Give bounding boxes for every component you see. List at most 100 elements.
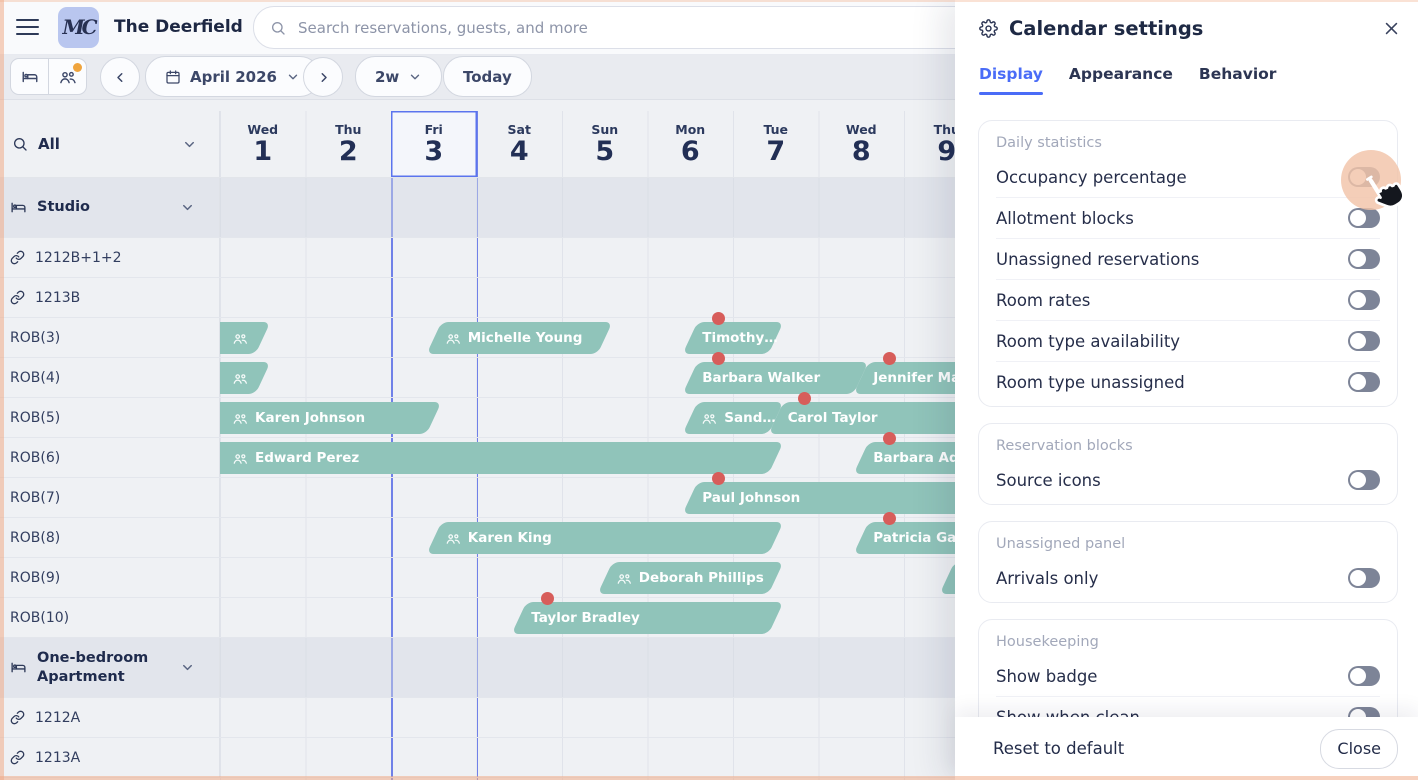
settings-section-heading: Daily statistics <box>996 135 1102 151</box>
reservation-bar[interactable]: Karen Johnson <box>220 402 442 434</box>
reservation-bar-content: Timothy… <box>682 322 784 354</box>
reservation-bar[interactable] <box>220 322 271 354</box>
period-label: April 2026 <box>190 67 277 86</box>
day-header-cell-fri-3[interactable]: Fri 3 <box>391 111 477 177</box>
toggle-switch[interactable] <box>1348 290 1380 310</box>
chevron-down-icon <box>408 70 422 84</box>
settings-card-unassigned-panel: Unassigned panel Arrivals only <box>978 521 1398 603</box>
day-number-label: 5 <box>595 135 615 167</box>
tab-behavior[interactable]: Behavior <box>1198 65 1277 83</box>
property-name: The Deerfield <box>114 17 243 37</box>
toggle-switch[interactable] <box>1348 707 1380 717</box>
day-of-week-label: Wed <box>845 121 877 137</box>
settings-section-heading: Unassigned panel <box>996 536 1126 552</box>
settings-panel-title: Calendar settings <box>1009 16 1204 40</box>
tab-appearance[interactable]: Appearance <box>1068 65 1173 83</box>
alert-dot <box>797 392 811 405</box>
close-button[interactable]: Close <box>1320 728 1398 769</box>
next-period-button[interactable] <box>303 57 343 97</box>
setting-item-label: Occupancy percentage <box>996 167 1187 187</box>
room-name-label: ROB(8) <box>10 529 61 546</box>
room-label[interactable]: ROB(5) <box>0 398 220 437</box>
group-header[interactable]: Studio <box>0 178 220 237</box>
room-name-label: ROB(7) <box>10 489 61 506</box>
room-label[interactable]: ROB(7) <box>0 478 220 517</box>
day-header-cell-sun-5[interactable]: Sun 5 <box>562 111 648 177</box>
day-header-cells: Wed 1 Thu 2 Fri 3 Sat 4 Sun 5 Mon 6 Tue 7 Wed 8 Thu 9 <box>220 111 990 177</box>
reservation-bar-content: Michelle Young <box>426 322 613 354</box>
setting-item-room-type-unassigned: Room type unassigned <box>996 362 1380 402</box>
room-label[interactable]: ROB(4) <box>0 358 220 397</box>
reservation-bar[interactable]: Taylor Bradley <box>511 592 784 634</box>
guest-name-label: Michelle Young <box>467 330 583 346</box>
setting-item-room-rates: Room rates <box>996 280 1380 321</box>
toggle-switch[interactable] <box>1348 470 1380 490</box>
setting-item-occupancy-percentage: Occupancy percentage <box>996 157 1380 198</box>
room-label[interactable]: 1213A <box>0 738 220 777</box>
settings-panel-footer: Reset to default Close <box>955 717 1418 780</box>
hamburger-menu-icon[interactable] <box>16 18 39 36</box>
reset-to-default-button[interactable]: Reset to default <box>993 739 1125 758</box>
room-label[interactable]: 1212B+1+2 <box>0 238 220 277</box>
group-booking-icon <box>233 451 248 466</box>
room-label[interactable]: ROB(3) <box>0 318 220 357</box>
close-icon[interactable] <box>1378 15 1404 41</box>
toggle-knob <box>1350 210 1366 226</box>
toggle-switch[interactable] <box>1348 167 1380 187</box>
guest-name-label: Karen Johnson <box>255 410 366 426</box>
day-header-cell-sat-4[interactable]: Sat 4 <box>477 111 563 177</box>
toggle-knob <box>1350 570 1366 586</box>
rooms-view-button[interactable] <box>11 59 48 94</box>
day-number-label: 4 <box>509 135 529 167</box>
toggle-switch[interactable] <box>1348 331 1380 351</box>
day-header-cell-mon-6[interactable]: Mon 6 <box>648 111 734 177</box>
day-header-cell-tue-7[interactable]: Tue 7 <box>733 111 819 177</box>
settings-card-reservation-blocks: Reservation blocks Source icons <box>978 423 1398 505</box>
reservation-bar-content: Barbara Walker <box>682 362 869 394</box>
setting-item-label: Source icons <box>996 470 1101 490</box>
day-header-cell-wed-1[interactable]: Wed 1 <box>220 111 306 177</box>
guests-view-button[interactable] <box>48 59 86 94</box>
reservation-bar[interactable] <box>220 362 271 394</box>
room-label[interactable]: ROB(6) <box>0 438 220 477</box>
period-selector[interactable]: April 2026 <box>145 56 320 97</box>
room-label[interactable]: ROB(8) <box>0 518 220 557</box>
guest-name-label: Karen King <box>467 530 552 546</box>
reservation-bar[interactable]: Timothy… <box>682 312 784 354</box>
tab-display[interactable]: Display <box>979 65 1043 95</box>
group-header[interactable]: One-bedroom Apartment <box>0 638 220 697</box>
room-label[interactable]: ROB(9) <box>0 558 220 597</box>
reservation-bar[interactable]: Deborah Phillips <box>597 562 784 594</box>
room-label[interactable]: 1213B <box>0 278 220 317</box>
previous-period-button[interactable] <box>100 57 140 97</box>
day-of-week-label: Sat <box>507 121 531 137</box>
group-booking-icon <box>617 571 632 586</box>
reservation-bar[interactable]: Karen King <box>426 522 784 554</box>
toggle-switch[interactable] <box>1348 666 1380 686</box>
room-label[interactable]: ROB(10) <box>0 598 220 637</box>
view-mode-switch <box>10 58 87 95</box>
reservation-bar[interactable]: Barbara Walker <box>682 352 869 394</box>
property-logo[interactable]: MC <box>58 6 99 48</box>
day-number-label: 7 <box>766 135 786 167</box>
toggle-switch[interactable] <box>1348 208 1380 228</box>
reservation-bar[interactable]: Michelle Young <box>426 322 613 354</box>
setting-item-room-type-availability: Room type availability <box>996 321 1380 362</box>
toggle-switch[interactable] <box>1348 249 1380 269</box>
day-header-cell-wed-8[interactable]: Wed 8 <box>819 111 905 177</box>
toggle-knob <box>1350 169 1366 185</box>
setting-item-show-badge: Show badge <box>996 656 1380 697</box>
reservation-bar[interactable]: Edward Perez <box>220 442 784 474</box>
room-filter-dropdown[interactable]: All <box>0 111 220 177</box>
day-number-label: 9 <box>937 135 957 167</box>
today-button[interactable]: Today <box>443 56 532 97</box>
toggle-switch[interactable] <box>1348 568 1380 588</box>
guest-name-label: Timothy… <box>702 330 778 346</box>
toggle-switch[interactable] <box>1348 372 1380 392</box>
day-header-cell-thu-2[interactable]: Thu 2 <box>306 111 392 177</box>
range-zoom-selector[interactable]: 2w <box>355 56 443 97</box>
day-number-label: 8 <box>851 135 871 167</box>
day-number-label: 1 <box>253 135 273 167</box>
room-label[interactable]: 1212A <box>0 698 220 737</box>
